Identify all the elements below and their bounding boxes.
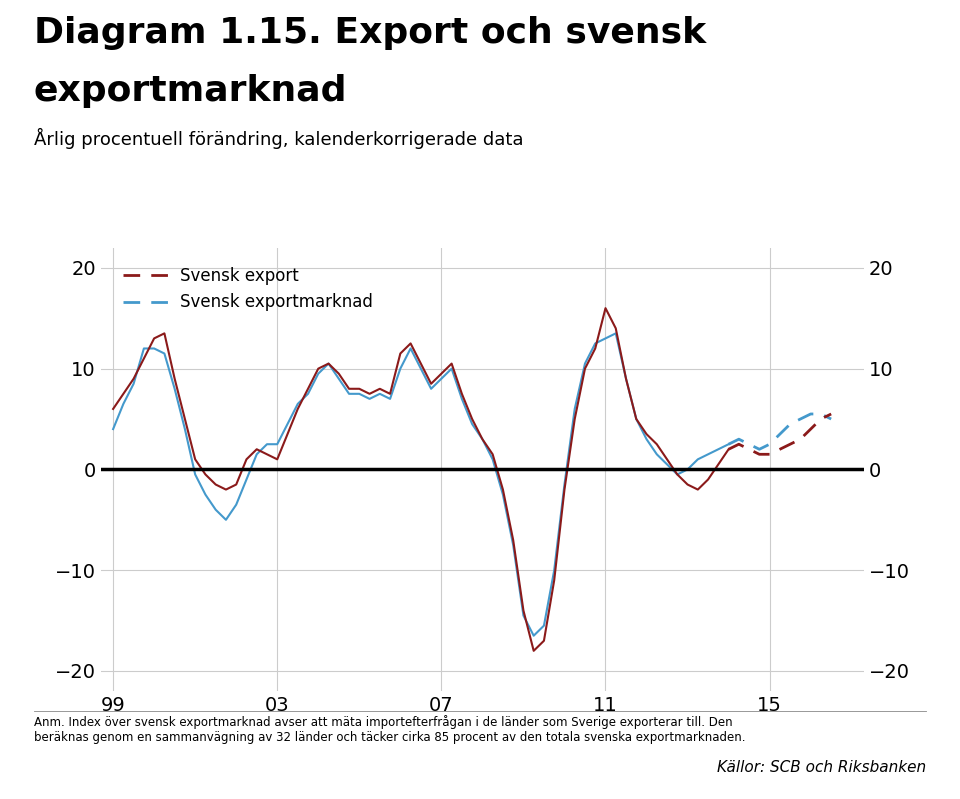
Text: Anm. Index över svensk exportmarknad avser att mäta importefterfrågan i de lände: Anm. Index över svensk exportmarknad avs…	[34, 715, 745, 744]
Text: Källor: SCB och Riksbanken: Källor: SCB och Riksbanken	[717, 760, 926, 775]
Text: Årlig procentuell förändring, kalenderkorrigerade data: Årlig procentuell förändring, kalenderko…	[34, 128, 523, 149]
Legend: Svensk export, Svensk exportmarknad: Svensk export, Svensk exportmarknad	[117, 260, 379, 318]
Text: exportmarknad: exportmarknad	[34, 74, 348, 108]
Text: Diagram 1.15. Export och svensk: Diagram 1.15. Export och svensk	[34, 16, 706, 50]
